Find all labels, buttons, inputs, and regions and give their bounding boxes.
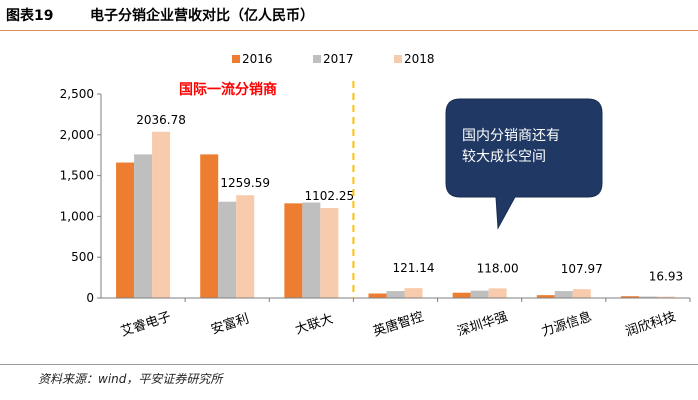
figure-footer: 资料来源：wind，平安证券研究所 bbox=[0, 364, 698, 400]
bar bbox=[620, 296, 639, 298]
callout-bubble bbox=[445, 98, 603, 230]
bar bbox=[638, 296, 657, 298]
bar bbox=[134, 154, 153, 298]
data-label: 16.93 bbox=[649, 270, 683, 284]
x-tick-label: 力源信息 bbox=[539, 309, 593, 340]
legend-label: 2016 bbox=[242, 52, 273, 66]
data-label: 1259.59 bbox=[220, 176, 270, 190]
bar bbox=[656, 296, 675, 298]
x-tick-label: 润欣科技 bbox=[624, 310, 678, 340]
data-label: 121.14 bbox=[393, 261, 435, 275]
bar bbox=[368, 293, 387, 298]
legend-swatch bbox=[394, 55, 402, 63]
bar bbox=[536, 295, 555, 298]
y-axis: 0 500 1,000 1,500 2,000 2,500 bbox=[60, 87, 102, 305]
legend-label: 2017 bbox=[323, 52, 354, 66]
x-tick-label: 艾睿电子 bbox=[119, 310, 173, 340]
bar bbox=[386, 291, 405, 298]
bars-layer bbox=[116, 131, 675, 298]
bar bbox=[320, 208, 339, 298]
bar bbox=[284, 203, 303, 298]
data-label: 2036.78 bbox=[136, 113, 186, 127]
callout-text: 国内分销商还有 bbox=[462, 128, 560, 144]
bar bbox=[554, 291, 573, 298]
legend-swatch bbox=[232, 55, 240, 63]
x-tick-label: 英唐智控 bbox=[371, 309, 425, 340]
x-tick-label: 安富利 bbox=[209, 311, 251, 338]
y-tick-label: 0 bbox=[86, 291, 94, 305]
x-tick-label: 深圳华强 bbox=[456, 310, 510, 340]
data-label: 1102.25 bbox=[305, 189, 355, 203]
footer-rule bbox=[0, 364, 698, 365]
bar bbox=[236, 195, 255, 298]
bar bbox=[452, 292, 471, 298]
legend: 2016 2017 2018 bbox=[232, 52, 435, 66]
bar bbox=[572, 289, 591, 298]
data-labels-layer: 2036.78 1259.59 1102.25 121.14 118.00 107.97 1… bbox=[136, 113, 683, 284]
y-tick-label: 1,500 bbox=[60, 169, 94, 183]
bar bbox=[116, 162, 135, 298]
y-tick-label: 1,000 bbox=[60, 209, 94, 223]
callout-text: 较大成长空间 bbox=[462, 149, 546, 165]
figure-title: 电子分销企业营收对比（亿人民币） bbox=[90, 8, 314, 24]
bar-chart: 0 500 1,000 1,500 2,000 2,500 艾睿电子 安富利 大联大 英唐智控 深… bbox=[60, 52, 691, 340]
data-label: 107.97 bbox=[561, 262, 603, 276]
bar bbox=[200, 154, 219, 298]
data-label: 118.00 bbox=[477, 261, 519, 275]
y-tick-label: 2,000 bbox=[60, 128, 94, 142]
x-axis: 艾睿电子 安富利 大联大 英唐智控 深圳华强 力源信息 润欣科技 bbox=[101, 297, 691, 340]
group-label: 国际一流分销商 bbox=[179, 81, 277, 98]
y-tick-label: 500 bbox=[71, 250, 94, 264]
header-rule bbox=[0, 30, 698, 31]
bar bbox=[302, 202, 321, 298]
source-note: 资料来源：wind，平安证券研究所 bbox=[38, 372, 223, 386]
y-tick-label: 2,500 bbox=[60, 87, 94, 101]
bar bbox=[404, 288, 423, 298]
bar bbox=[470, 290, 489, 298]
figure-label: 图表19 bbox=[6, 8, 54, 24]
bar bbox=[488, 288, 507, 298]
bar bbox=[218, 201, 237, 298]
x-tick-label: 大联大 bbox=[293, 312, 335, 338]
legend-swatch bbox=[313, 55, 321, 63]
figure-header: 图表19 电子分销企业营收对比（亿人民币） bbox=[0, 0, 698, 31]
bar bbox=[152, 131, 171, 298]
legend-label: 2018 bbox=[404, 52, 435, 66]
